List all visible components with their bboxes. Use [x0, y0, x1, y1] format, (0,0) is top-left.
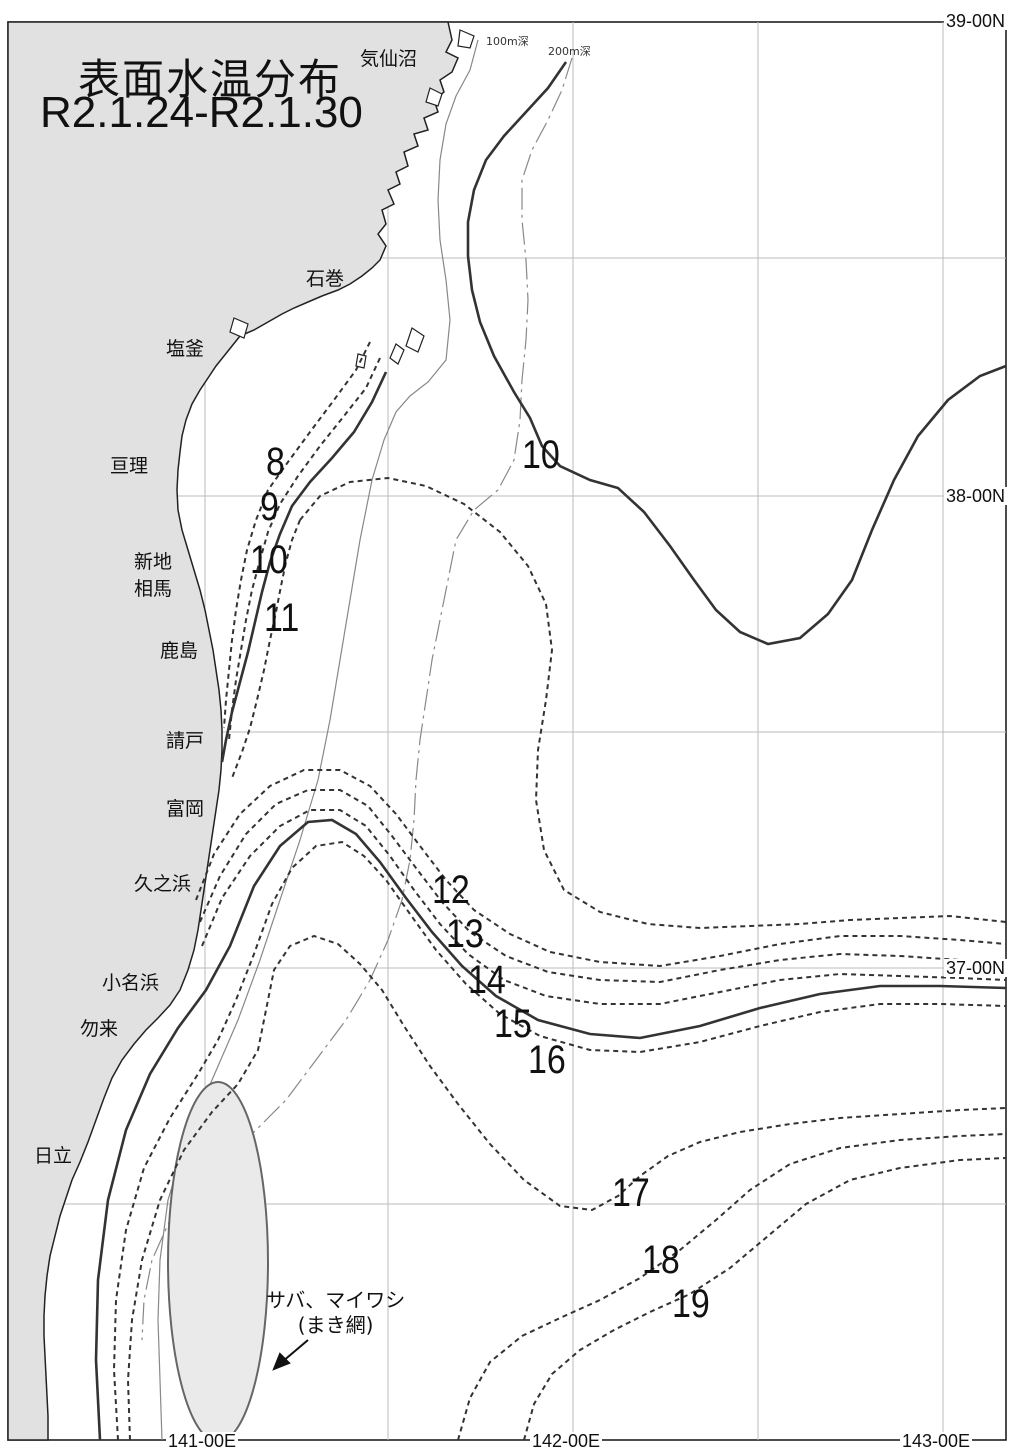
isotherm-label-8: 8: [266, 440, 285, 484]
place-ukedo: 請戸: [166, 730, 205, 752]
place-kashima: 鹿島: [160, 640, 199, 662]
isotherm-17: [126, 934, 1007, 1441]
island: [405, 327, 425, 353]
lon-label-141e: 141-00E: [166, 1431, 239, 1451]
map-date-range: R2.1.24-R2.1.30: [40, 88, 363, 137]
fishing-area-label: サバ、マイワシ (まき網): [266, 1288, 405, 1338]
isotherm-14: [201, 809, 1007, 1005]
depth-label-200m: 200m深: [548, 45, 591, 58]
isotherm-19: [523, 1157, 1007, 1441]
isotherm-11: [299, 476, 1007, 930]
lat-label-37n: 37-00N: [944, 958, 1008, 978]
island: [229, 317, 249, 339]
island: [457, 29, 475, 49]
island: [389, 343, 405, 365]
island: [425, 87, 443, 107]
isotherm-label-9: 9: [260, 485, 279, 529]
place-shiogama: 塩釜: [166, 338, 205, 360]
place-onahama: 小名浜: [102, 972, 160, 994]
isotherm-label-12: 12: [432, 868, 470, 912]
lat-label-39n: 39-00N: [944, 11, 1008, 31]
place-nakoso: 勿来: [80, 1018, 119, 1040]
isotherm-label-17: 17: [612, 1171, 650, 1215]
place-hitachi: 日立: [34, 1145, 73, 1167]
isotherm-8: [223, 341, 371, 729]
isotherms: [94, 61, 1007, 1441]
fishing-area-arrow: [272, 1339, 309, 1371]
fishing-area-ellipse: [167, 1081, 269, 1443]
isotherm-11-inner: [231, 519, 301, 779]
isotherm-label-11: 11: [264, 596, 300, 640]
isotherm-18: [457, 1133, 1007, 1441]
depth-label-100m: 100m深: [486, 35, 529, 48]
isotherm-label-10-north: 10: [522, 433, 560, 477]
isotherm-9: [228, 357, 381, 741]
coastal-islands: [229, 29, 475, 369]
place-tomioka: 富岡: [166, 798, 205, 820]
isotherm-label-19: 19: [672, 1282, 710, 1326]
isotherm-label-15: 15: [494, 1002, 532, 1046]
fishing-area-species: サバ、マイワシ: [266, 1288, 406, 1312]
isotherm-15: [94, 818, 1007, 1441]
place-soma: 相馬: [134, 578, 173, 600]
place-hisanohama: 久之浜: [134, 873, 192, 895]
place-kesennuma: 気仙沼: [360, 48, 418, 70]
map-title: 表面水温分布: [78, 56, 343, 103]
land-mass: [7, 21, 459, 1441]
isotherm-10-coastal: [220, 371, 388, 763]
place-ishinomaki: 石巻: [306, 268, 345, 290]
isotherm-label-13: 13: [446, 912, 484, 956]
place-watari: 亘理: [110, 455, 149, 477]
lon-label-142e: 142-00E: [530, 1431, 603, 1451]
lat-label-38n: 38-00N: [944, 486, 1008, 506]
isotherm-13: [199, 789, 1007, 984]
isotherm-label-18: 18: [642, 1238, 680, 1282]
isotherm-label-16: 16: [528, 1038, 566, 1082]
isotherm-12: [195, 769, 1007, 968]
isotherm-10-north: [466, 61, 1007, 646]
fishing-area-method: (まき網): [297, 1313, 374, 1337]
lon-label-143e: 143-00E: [900, 1431, 973, 1451]
isotherm-label-10-coastal: 10: [250, 538, 288, 582]
isotherm-label-14: 14: [468, 958, 506, 1002]
place-shinchi: 新地: [134, 551, 173, 573]
isotherm-16: [112, 840, 1007, 1441]
